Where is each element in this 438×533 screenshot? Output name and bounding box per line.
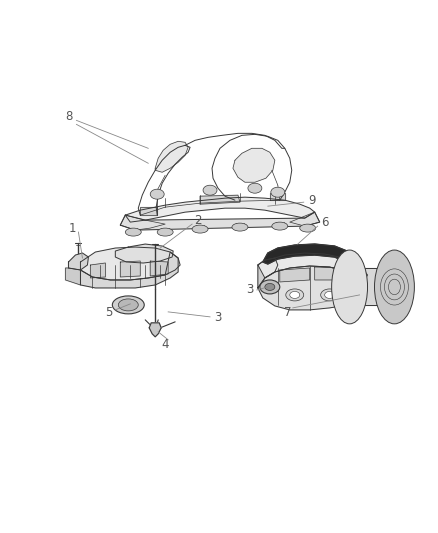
Ellipse shape: [112, 296, 144, 314]
Text: 5: 5: [105, 306, 112, 319]
Ellipse shape: [325, 292, 335, 298]
Text: 6: 6: [321, 216, 328, 229]
Polygon shape: [258, 258, 278, 288]
Ellipse shape: [286, 289, 304, 301]
Text: 8: 8: [65, 110, 72, 123]
Ellipse shape: [374, 250, 414, 324]
Ellipse shape: [321, 289, 339, 301]
Ellipse shape: [265, 284, 275, 290]
Polygon shape: [115, 244, 173, 263]
Ellipse shape: [192, 225, 208, 233]
Text: 9: 9: [308, 193, 315, 207]
Ellipse shape: [125, 228, 141, 236]
Polygon shape: [350, 268, 395, 305]
Polygon shape: [150, 261, 168, 276]
Polygon shape: [120, 212, 320, 230]
Text: 3: 3: [214, 311, 222, 325]
Polygon shape: [125, 197, 314, 222]
Text: 7: 7: [284, 306, 292, 319]
Polygon shape: [81, 247, 180, 280]
Polygon shape: [280, 268, 310, 282]
Ellipse shape: [203, 185, 217, 195]
Ellipse shape: [248, 183, 262, 193]
Polygon shape: [263, 244, 357, 268]
Polygon shape: [66, 268, 81, 285]
Ellipse shape: [290, 292, 300, 298]
Polygon shape: [90, 263, 106, 278]
Text: 2: 2: [194, 214, 202, 227]
Polygon shape: [68, 253, 88, 270]
Polygon shape: [290, 212, 320, 226]
Ellipse shape: [157, 228, 173, 236]
Ellipse shape: [150, 189, 164, 199]
Ellipse shape: [260, 280, 280, 294]
Text: 3: 3: [246, 284, 254, 296]
Ellipse shape: [232, 223, 248, 231]
Ellipse shape: [118, 299, 138, 311]
Polygon shape: [149, 323, 161, 337]
Polygon shape: [120, 261, 140, 277]
Polygon shape: [233, 148, 275, 182]
Ellipse shape: [332, 250, 367, 324]
Ellipse shape: [272, 222, 288, 230]
Polygon shape: [140, 207, 157, 215]
Text: 4: 4: [162, 338, 169, 351]
Polygon shape: [258, 266, 364, 310]
Ellipse shape: [300, 224, 316, 232]
Polygon shape: [314, 267, 345, 280]
Polygon shape: [155, 141, 188, 172]
Polygon shape: [258, 253, 367, 280]
Ellipse shape: [271, 187, 285, 197]
Polygon shape: [270, 193, 285, 200]
Polygon shape: [120, 215, 165, 230]
Polygon shape: [81, 252, 178, 288]
Text: 1: 1: [69, 222, 76, 235]
Polygon shape: [200, 195, 240, 204]
